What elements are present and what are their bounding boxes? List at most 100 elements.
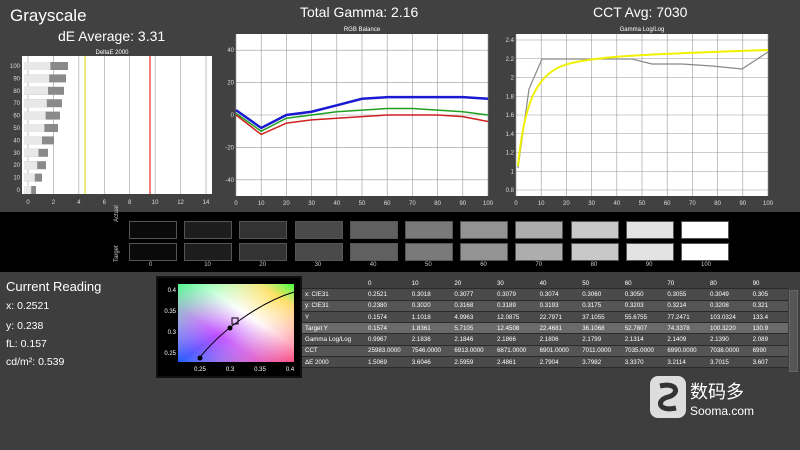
table-cell: 6871.0000 bbox=[493, 345, 537, 358]
table-cell: 0.3049 bbox=[706, 288, 750, 301]
table-cell: 0.3189 bbox=[493, 300, 537, 312]
deltae-x-tick: 10 bbox=[152, 200, 159, 206]
gamma-chart: Gamma Log/Log 2.4 2.2 2 1.8 1.6 1.4 1.2 1 0.8 0 1… bbox=[502, 24, 774, 208]
gamma-y-tick: 1.2 bbox=[506, 151, 515, 157]
watermark-en: Sooma.com bbox=[690, 404, 755, 418]
actual-swatch bbox=[184, 221, 233, 239]
gamma-y-tick: 1.4 bbox=[506, 132, 515, 138]
deltae-y-tick: 30 bbox=[13, 151, 20, 157]
target-swatch bbox=[460, 243, 509, 261]
actual-swatch bbox=[570, 221, 619, 239]
table-cell: 1.8361 bbox=[408, 322, 452, 335]
deltae-y-tick: 90 bbox=[13, 76, 20, 82]
table-cell: 2.1866 bbox=[493, 333, 537, 346]
actual-swatch bbox=[349, 221, 398, 239]
table-cell: 1.1018 bbox=[408, 311, 452, 324]
gamma-x-tick: 20 bbox=[563, 201, 570, 207]
table-cell: 0.3055 bbox=[664, 288, 707, 301]
table-cell: 2.1836 bbox=[408, 333, 452, 346]
table-row[interactable]: Gamma Log/Log 0.9967 2.1836 2.1846 2.1866 2.1… bbox=[302, 333, 788, 346]
gamma-measured-line bbox=[517, 51, 769, 169]
table-cell: 36.1068 bbox=[579, 322, 622, 335]
deltae-bar-highlight bbox=[24, 74, 50, 83]
swatch-label: 60 bbox=[480, 262, 487, 268]
deltae-y-tick: 100 bbox=[10, 64, 21, 70]
gamma-x-tick: 90 bbox=[739, 201, 746, 207]
rgb-title: RGB Balance bbox=[344, 27, 381, 33]
table-cell: 2.1806 bbox=[536, 333, 580, 346]
table-cell: 133.4 bbox=[749, 311, 788, 324]
table-row[interactable]: x: CIE31 0.2521 0.3018 0.3077 0.3079 0.3074 0.… bbox=[302, 288, 788, 301]
rgb-x-tick: 40 bbox=[333, 201, 340, 207]
deltae-bar-highlight bbox=[24, 124, 45, 132]
reading-y: y: 0.238 bbox=[6, 320, 44, 332]
deltae-bar-highlight bbox=[24, 86, 48, 95]
table-row[interactable]: Y 0.1574 1.1018 4.9963 12.0875 22.7971 37.1055… bbox=[302, 311, 788, 324]
table-cell: 77.2471 bbox=[664, 311, 707, 324]
table-cell: 7035.0000 bbox=[621, 345, 665, 358]
cie-x-tick: 0.35 bbox=[254, 367, 266, 373]
gamma-x-tick: 80 bbox=[714, 201, 721, 207]
table-row[interactable]: CCT 25983.0000 7546.0000 6913.0000 6871.0000… bbox=[302, 345, 788, 358]
gamma-x-tick: 0 bbox=[514, 201, 518, 207]
table-scrollbar[interactable] bbox=[789, 290, 798, 372]
swatch-label: 10 bbox=[204, 262, 211, 268]
table-cell: y: CIE31 bbox=[302, 300, 366, 312]
table-cell: Gamma Log/Log bbox=[302, 333, 366, 346]
cct-average: CCT Avg: 7030 bbox=[593, 4, 688, 20]
target-whitepoint bbox=[231, 317, 239, 325]
rgb-x-tick: 10 bbox=[258, 201, 265, 207]
table-cell: 0.1574 bbox=[365, 322, 409, 335]
table-cell: CCT bbox=[302, 345, 366, 358]
target-swatch bbox=[515, 243, 564, 261]
rgb-x-tick: 70 bbox=[409, 201, 416, 207]
table-row[interactable]: ΔE 2000 1.5069 3.6046 2.5959 2.4861 2.7904 3.7… bbox=[302, 356, 788, 369]
total-gamma: Total Gamma: 2.16 bbox=[300, 4, 419, 20]
table-cell: 0.3060 bbox=[579, 288, 622, 301]
swatch-label: 40 bbox=[369, 262, 377, 268]
gamma-y-tick: 0.8 bbox=[506, 188, 515, 194]
cie-y-tick: 0.35 bbox=[164, 309, 176, 315]
table-header-cell: 80 bbox=[706, 278, 750, 290]
table-cell: 3.607 bbox=[749, 356, 788, 369]
table-cell: 74.3378 bbox=[664, 322, 707, 335]
measured-point bbox=[227, 325, 233, 331]
rgb-y-tick: 20 bbox=[227, 81, 234, 87]
deltae-y-tick: 60 bbox=[13, 114, 20, 120]
table-cell: 2.1799 bbox=[579, 333, 622, 346]
target-label: Target bbox=[114, 245, 120, 262]
current-reading-title: Current Reading bbox=[6, 279, 102, 294]
table-cell: 2.1314 bbox=[621, 333, 665, 346]
cie-x-tick: 0.4 bbox=[286, 367, 295, 373]
target-swatch bbox=[405, 243, 453, 261]
table-cell: 5.7105 bbox=[451, 322, 494, 335]
deltae-y-tick: 40 bbox=[13, 138, 20, 144]
table-header-cell: 10 bbox=[408, 278, 452, 290]
gamma-y-tick: 1 bbox=[511, 169, 515, 175]
rgb-red-series bbox=[235, 114, 489, 136]
actual-swatch bbox=[625, 221, 674, 239]
rgb-x-tick: 100 bbox=[483, 201, 494, 207]
cie-x-tick: 0.3 bbox=[226, 367, 235, 373]
deltae-bar-highlight bbox=[24, 186, 32, 194]
deltae-x-tick: 14 bbox=[203, 200, 210, 206]
deltae-title: DeltaE 2000 bbox=[95, 50, 129, 56]
table-cell: 0.9967 bbox=[365, 333, 409, 346]
table-cell: 0.321 bbox=[749, 300, 788, 312]
reading-x: x: 0.2521 bbox=[6, 300, 50, 312]
table-cell: 3.2114 bbox=[664, 356, 707, 369]
actual-swatch bbox=[239, 221, 288, 239]
table-cell: 0.3208 bbox=[706, 300, 750, 312]
cie-y-tick: 0.25 bbox=[164, 351, 176, 357]
rgb-green-series bbox=[235, 107, 489, 133]
table-row[interactable]: y: CIE31 0.2380 0.3020 0.3168 0.3189 0.3193 0.… bbox=[302, 300, 788, 312]
table-cell: 25983.0000 bbox=[365, 345, 409, 358]
table-row[interactable]: Target Y 0.1574 1.8361 5.7105 12.4508 22.4681… bbox=[302, 322, 788, 335]
table-cell: 6990.0000 bbox=[664, 345, 707, 358]
rgb-y-tick: -40 bbox=[225, 178, 234, 184]
table-cell: 7546.0000 bbox=[408, 345, 452, 358]
table-cell: 37.1055 bbox=[579, 311, 622, 324]
gamma-x-tick: 50 bbox=[639, 201, 646, 207]
deltae-x-tick: 4 bbox=[77, 200, 81, 206]
